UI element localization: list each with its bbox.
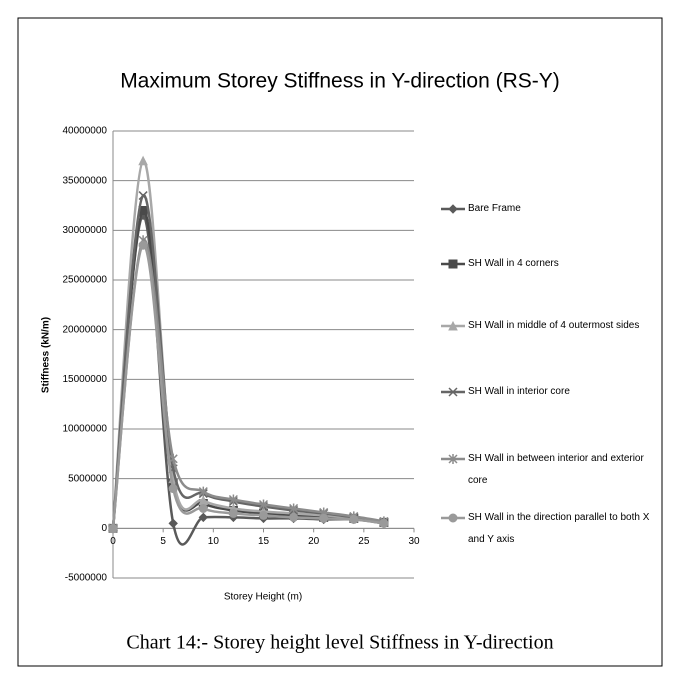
y-tick-label: 20000000: [63, 324, 108, 335]
y-axis-label: Stiffness (kN/m): [41, 317, 52, 393]
y-tick-label: 35000000: [63, 175, 108, 186]
data-point: [289, 503, 299, 514]
legend-marker: [448, 204, 458, 214]
legend-marker: [448, 387, 458, 397]
data-point: [198, 486, 208, 497]
legend-marker: [448, 454, 458, 464]
legend-item: SH Wall in the direction parallel to bot…: [440, 507, 665, 551]
data-point: [198, 512, 209, 523]
y-tick-label: 25000000: [63, 275, 108, 286]
data-point: [138, 240, 148, 250]
y-tick-label: 30000000: [63, 225, 108, 236]
legend-item: SH Wall in between interior and exterior…: [440, 448, 665, 492]
data-point: [379, 518, 389, 528]
data-point: [138, 155, 148, 166]
y-tick-label: -5000000: [65, 573, 108, 584]
x-tick-label: 30: [408, 536, 420, 547]
data-point: [349, 514, 359, 524]
frame: [17, 17, 663, 667]
y-tick-label: 0: [101, 523, 107, 534]
legend-item: SH Wall in 4 corners: [440, 253, 665, 275]
data-point: [108, 523, 118, 533]
data-point: [198, 503, 208, 513]
data-point: [289, 512, 299, 522]
legend-label: SH Wall in interior core: [468, 386, 570, 397]
caption: Chart 14:- Storey height level Stiffness…: [126, 632, 553, 654]
x-tick-label: 0: [110, 536, 116, 547]
legend-label: Bare Frame: [468, 203, 521, 214]
legend-label: SH Wall in middle of 4 outermost sides: [468, 320, 640, 331]
legend-swatch: [441, 387, 465, 397]
y-tick-label: 5000000: [68, 473, 107, 484]
legend-item: SH Wall in interior core: [440, 381, 665, 403]
data-point: [228, 494, 238, 505]
legend-label: SH Wall in the direction parallel to bot…: [468, 512, 650, 545]
legend-marker: [448, 259, 458, 269]
series-line: [111, 238, 385, 529]
y-tick-label: 15000000: [63, 374, 108, 385]
legend-label: SH Wall in 4 corners: [468, 258, 559, 269]
legend-swatch: [441, 513, 465, 523]
y-tick-label: 10000000: [63, 424, 108, 435]
data-point: [258, 499, 269, 510]
legend-swatch: [441, 454, 465, 464]
legend-swatch: [441, 259, 465, 269]
legend-item: Bare Frame: [440, 198, 665, 220]
legend-marker: [448, 513, 458, 523]
data-point: [168, 484, 178, 494]
x-tick-label: 5: [160, 536, 166, 547]
data-point: [168, 453, 178, 464]
data-point: [319, 513, 329, 523]
legend-marker: [448, 320, 458, 331]
series-line: [111, 159, 385, 529]
x-axis-label: Storey Height (m): [224, 592, 302, 603]
data-point: [228, 508, 238, 518]
legend-swatch: [441, 204, 465, 214]
x-tick-label: 10: [208, 536, 220, 547]
y-tick-label: 40000000: [63, 126, 108, 137]
chart-title: Maximum Storey Stiffness in Y-direction …: [120, 70, 560, 93]
data-point: [168, 518, 178, 529]
x-tick-label: 15: [258, 536, 270, 547]
legend-item: SH Wall in middle of 4 outermost sides: [440, 315, 665, 337]
x-tick-label: 20: [308, 536, 320, 547]
x-tick-label: 25: [358, 536, 370, 547]
data-point: [259, 510, 269, 520]
legend-label: SH Wall in between interior and exterior…: [468, 453, 644, 486]
legend-swatch: [441, 320, 465, 331]
data-point: [138, 191, 148, 201]
